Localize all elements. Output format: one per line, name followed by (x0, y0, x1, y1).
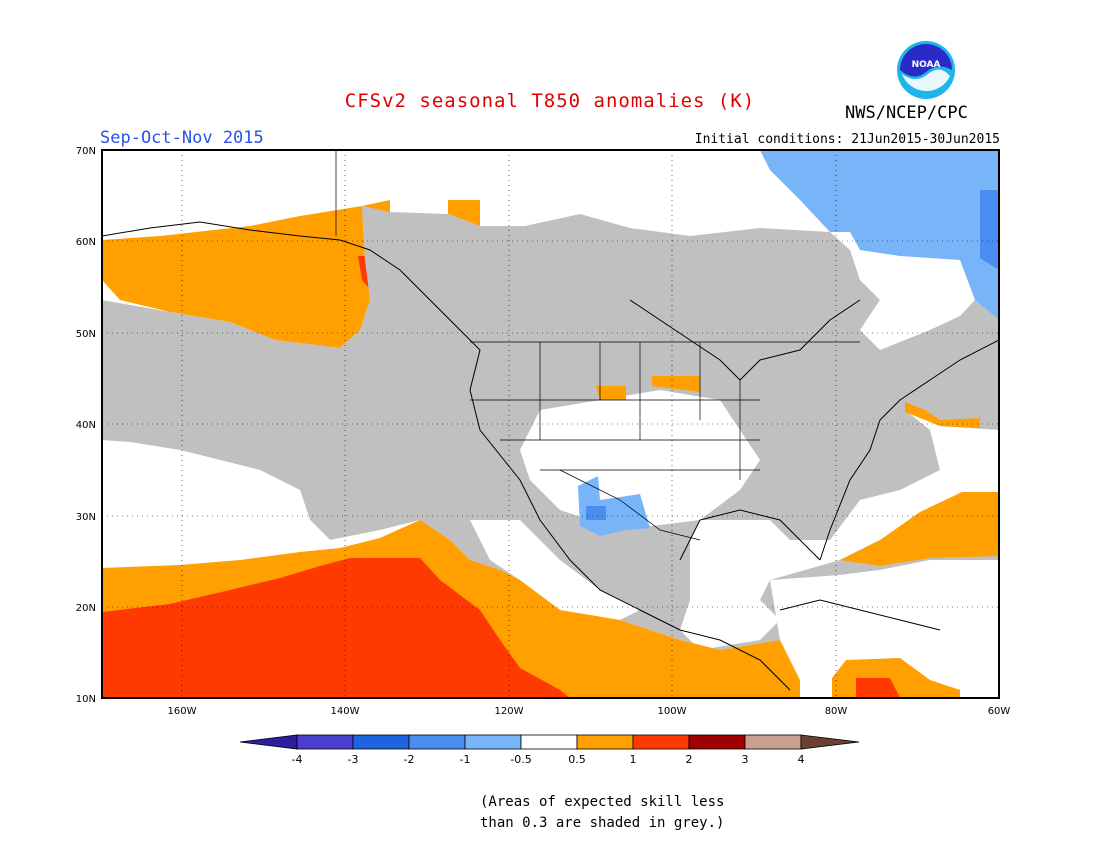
colorbar: -4 -3 -2 -1 -0.5 0.5 1 2 3 4 (239, 734, 860, 766)
season-label: Sep-Oct-Nov 2015 (100, 128, 264, 148)
chart-title: CFSv2 seasonal T850 anomalies (K) (344, 90, 756, 112)
orange-anomaly-north (362, 200, 480, 226)
colorbar-tick-label: 4 (798, 753, 805, 766)
white-neutral-northeast-corner (860, 300, 930, 350)
orange-anomaly-gulf-alaska (102, 206, 370, 348)
orange-anomaly-dakotas (596, 376, 700, 400)
light-blue-anomaly-southwest (578, 476, 650, 536)
mid-blue-anomaly-northeast (980, 190, 999, 270)
lon-label: 120W (495, 706, 524, 717)
lat-label: 50N (76, 329, 96, 340)
map-frame (101, 149, 1000, 699)
skill-note-line-1: (Areas of expected skill less (480, 794, 725, 810)
white-neutral-baja (470, 520, 640, 620)
lat-label: 60N (76, 237, 96, 248)
lon-label: 100W (658, 706, 687, 717)
colorbar-tick-label: -1 (460, 753, 471, 766)
lat-label: 70N (76, 146, 96, 157)
colorbar-arrow-high (800, 734, 860, 750)
white-neutral-caribbean (770, 560, 999, 698)
mid-blue-anomaly-southwest (586, 506, 606, 520)
lat-label: 10N (76, 694, 96, 705)
longitude-labels: 160W 140W 120W 100W 80W 60W (168, 706, 1011, 717)
colorbar-segment (576, 734, 634, 750)
colorbar-segment (688, 734, 746, 750)
initial-conditions-label: Initial conditions: 21Jun2015-30Jun2015 (694, 132, 1000, 147)
colorbar-segment (464, 734, 522, 750)
red-anomaly-tropical-pacific (102, 558, 570, 698)
colorbar-tick-label: -2 (404, 753, 415, 766)
colorbar-tick-label: -4 (292, 753, 303, 766)
colorbar-tick-label: -3 (348, 753, 359, 766)
colorbar-tick-label: -0.5 (510, 753, 531, 766)
lat-label: 30N (76, 512, 96, 523)
lon-label: 60W (988, 706, 1011, 717)
colorbar-segment (352, 734, 410, 750)
lat-label: 40N (76, 420, 96, 431)
skill-note: (Areas of expected skill less than 0.3 a… (480, 792, 724, 834)
organization-label: NWS/NCEP/CPC (845, 103, 968, 123)
political-borders (335, 150, 860, 541)
colorbar-segment (744, 734, 802, 750)
colorbar-tick-label: 3 (742, 753, 749, 766)
svg-text:NOAA: NOAA (912, 60, 941, 70)
lon-label: 80W (825, 706, 848, 717)
lon-label: 160W (168, 706, 197, 717)
lon-label: 140W (331, 706, 360, 717)
skill-note-line-2: than 0.3 are shaded in grey.) (480, 815, 725, 831)
colorbar-tick-label: 0.5 (568, 753, 586, 766)
colorbar-segment (408, 734, 466, 750)
colorbar-tick-label: 1 (630, 753, 637, 766)
white-neutral-southeast (770, 410, 940, 540)
lat-label: 20N (76, 603, 96, 614)
red-anomaly-caribbean (856, 678, 900, 698)
orange-anomaly-nova-scotia (905, 402, 980, 428)
latitude-labels: 70N 60N 50N 40N 30N 20N 10N (76, 146, 96, 705)
light-blue-anomaly-northeast (760, 150, 999, 320)
noaa-logo-icon: NOAA (897, 41, 955, 99)
orange-anomaly-atlantic (840, 492, 999, 566)
white-neutral-pacific (102, 440, 330, 568)
colorbar-segment (296, 734, 354, 750)
colorbar-segment (632, 734, 690, 750)
colorbar-segment (520, 734, 578, 750)
colorbar-arrow-low (239, 734, 298, 750)
colorbar-tick-label: 2 (686, 753, 693, 766)
